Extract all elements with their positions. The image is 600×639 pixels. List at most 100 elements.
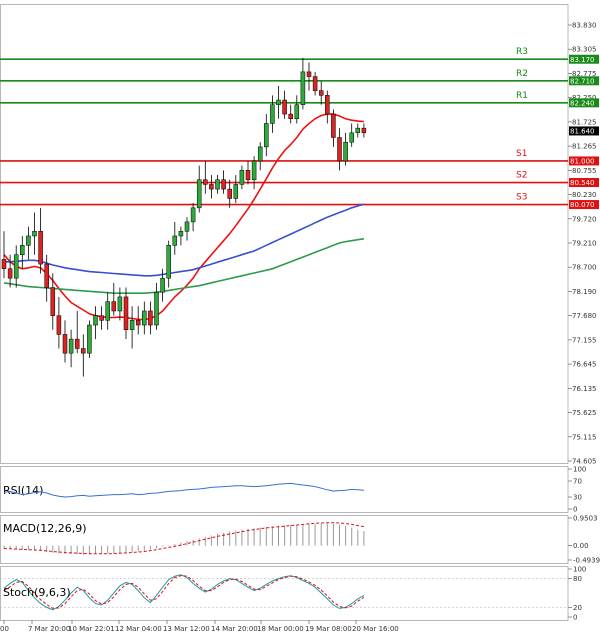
level-label-r3: R3: [516, 47, 528, 57]
candle-body: [239, 170, 245, 185]
x-tick-label: 20 Mar 16:00: [352, 625, 399, 633]
candle-body: [209, 184, 214, 190]
main-y-tick-label: 82.250: [572, 94, 597, 102]
x-tick-label: 00: [0, 625, 9, 633]
rsi-y-tick-label: 100: [573, 466, 586, 474]
candle-body: [349, 132, 354, 143]
level-label-s3: S3: [516, 193, 527, 203]
main-y-tick-label: 77.680: [572, 312, 597, 320]
level-price-box-r2: [569, 76, 599, 86]
main-y-tick-label: 76.135: [572, 385, 597, 393]
candle-body: [233, 184, 239, 199]
candle-body: [50, 287, 56, 316]
candle-body: [264, 123, 269, 148]
candle-body: [154, 291, 159, 326]
candle-body: [196, 179, 202, 209]
candle-body: [221, 179, 226, 190]
candle-body: [178, 231, 184, 237]
level-price-box-r3: [569, 54, 599, 64]
candle-body: [294, 104, 300, 120]
candle-body: [135, 320, 141, 326]
main-y-tick-label: 74.605: [572, 458, 597, 466]
candle-body: [355, 127, 361, 134]
x-tick-label: 10 Mar 22:01: [68, 625, 115, 633]
candle-body: [312, 76, 318, 91]
macd-y-tick-label: -0.4939: [573, 557, 600, 565]
current-price-box: [569, 126, 599, 136]
rsi-y-tick-label: 70: [573, 478, 582, 486]
candle-body: [331, 113, 336, 138]
candle-body: [166, 245, 171, 279]
x-tick-label: 13 Mar 12:00: [163, 625, 210, 633]
rsi-y-tick-label: 30: [573, 494, 582, 502]
candle-body: [7, 268, 13, 279]
stoch-y-tick-label: 0: [573, 614, 577, 622]
candle-body: [13, 254, 19, 279]
current-price-label: 81.640: [570, 128, 595, 136]
moving-average-line-2: [4, 203, 365, 277]
candle-body: [74, 338, 80, 349]
candle-body: [123, 296, 129, 330]
level-price-label-r3: 83.170: [570, 56, 595, 64]
main-y-tick-label: 83.830: [572, 22, 597, 30]
macd-y-tick-label: 0.9503: [573, 515, 598, 523]
level-price-label-s3: 80.070: [570, 201, 595, 209]
x-tick-label: 12 Mar 04:00: [115, 625, 162, 633]
candle-body: [142, 310, 147, 326]
candle-body: [300, 71, 306, 105]
level-price-label-r1: 82.240: [570, 99, 595, 107]
main-y-tick-label: 76.645: [572, 361, 597, 369]
main-y-tick-label: 83.305: [572, 46, 597, 54]
main-y-tick-label: 78.700: [572, 264, 597, 272]
level-price-box-s3: [569, 200, 599, 210]
candle-body: [99, 315, 104, 321]
candle-body: [160, 277, 165, 293]
x-tick-label: 19 Mar 08:00: [305, 625, 352, 633]
x-tick-label: 18 Mar 00:00: [257, 625, 304, 633]
x-tick-label: 14 Mar 20:00: [211, 625, 258, 633]
candle-body: [337, 137, 342, 162]
main-y-tick-label: 79.720: [572, 215, 597, 223]
candle-body: [325, 95, 330, 115]
candle-body: [1, 259, 7, 270]
candle-body: [129, 320, 135, 330]
main-y-tick-label: 81.725: [572, 118, 597, 126]
main-y-tick-label: 81.265: [572, 143, 597, 151]
candle-body: [105, 301, 110, 321]
candle-body: [32, 231, 37, 237]
candle-body: [257, 146, 263, 162]
candle-body: [227, 188, 232, 199]
rsi-title: RSI(14): [3, 484, 43, 497]
stoch-line-2: [3, 575, 365, 609]
candle-body: [190, 207, 196, 223]
main-panel-frame: [0, 4, 569, 464]
candle-body: [276, 99, 281, 105]
candle-body: [318, 90, 324, 96]
level-label-s1: S1: [516, 149, 527, 159]
main-y-tick-label: 75.625: [572, 409, 597, 417]
main-y-tick-label: 80.230: [572, 191, 597, 199]
main-y-tick-label: 75.115: [572, 433, 597, 441]
candle-body: [203, 179, 208, 185]
main-y-tick-label: 82.775: [572, 70, 597, 78]
candle-body: [38, 231, 43, 265]
level-price-box-s1: [569, 156, 599, 166]
level-price-label-s1: 81.000: [570, 158, 595, 166]
candle-body: [44, 263, 49, 288]
main-y-tick-label: 77.155: [572, 336, 597, 344]
moving-average-line-3: [3, 238, 365, 294]
stoch-title: Stoch(9,6,3): [3, 586, 71, 599]
level-price-label-s2: 80.540: [570, 179, 595, 187]
candle-body: [282, 99, 287, 115]
macd-y-tick-label: 0.00: [573, 542, 589, 550]
candle-body: [56, 315, 62, 335]
level-label-r2: R2: [516, 69, 528, 79]
macd-signal-line: [3, 522, 364, 555]
stoch-y-tick-label: 20: [573, 604, 582, 612]
macd-title: MACD(12,26,9): [3, 522, 87, 535]
main-y-tick-label: 79.210: [572, 240, 597, 248]
main-y-tick-label: 80.755: [572, 167, 597, 175]
rsi-y-tick-label: 0: [573, 506, 577, 514]
